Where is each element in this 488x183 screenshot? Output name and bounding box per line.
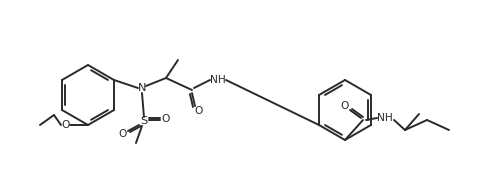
Text: O: O xyxy=(119,129,127,139)
Text: O: O xyxy=(61,120,70,130)
Text: N: N xyxy=(138,83,146,93)
Text: S: S xyxy=(140,116,147,126)
Text: O: O xyxy=(194,106,203,116)
Text: O: O xyxy=(340,101,348,111)
Text: NH: NH xyxy=(210,75,225,85)
Text: NH: NH xyxy=(376,113,392,123)
Text: O: O xyxy=(162,114,170,124)
